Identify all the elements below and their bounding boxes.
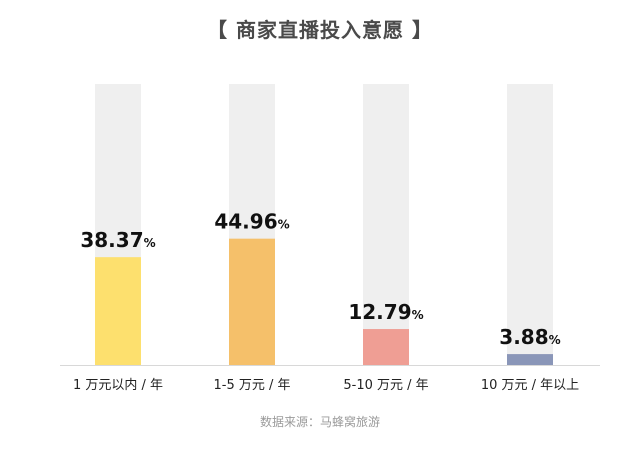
category-label: 1 万元以内 / 年	[73, 377, 163, 393]
category-label: 5-10 万元 / 年	[343, 378, 428, 393]
data-label: 38.37%	[80, 228, 155, 252]
data-label: 12.79%	[348, 300, 423, 324]
category-label: 10 万元 / 年以上	[481, 378, 579, 393]
bar	[507, 354, 553, 365]
bar	[363, 329, 409, 365]
bar-track	[507, 84, 553, 365]
data-source-note: 数据来源：马蜂窝旅游	[259, 415, 380, 429]
chart-title: 【 商家直播投入意愿 】	[207, 18, 433, 42]
bar	[95, 257, 141, 365]
bar	[229, 238, 275, 365]
category-label: 1-5 万元 / 年	[213, 378, 290, 393]
data-label: 44.96%	[214, 210, 289, 234]
data-label: 3.88%	[499, 325, 560, 349]
bar-track	[363, 84, 409, 365]
